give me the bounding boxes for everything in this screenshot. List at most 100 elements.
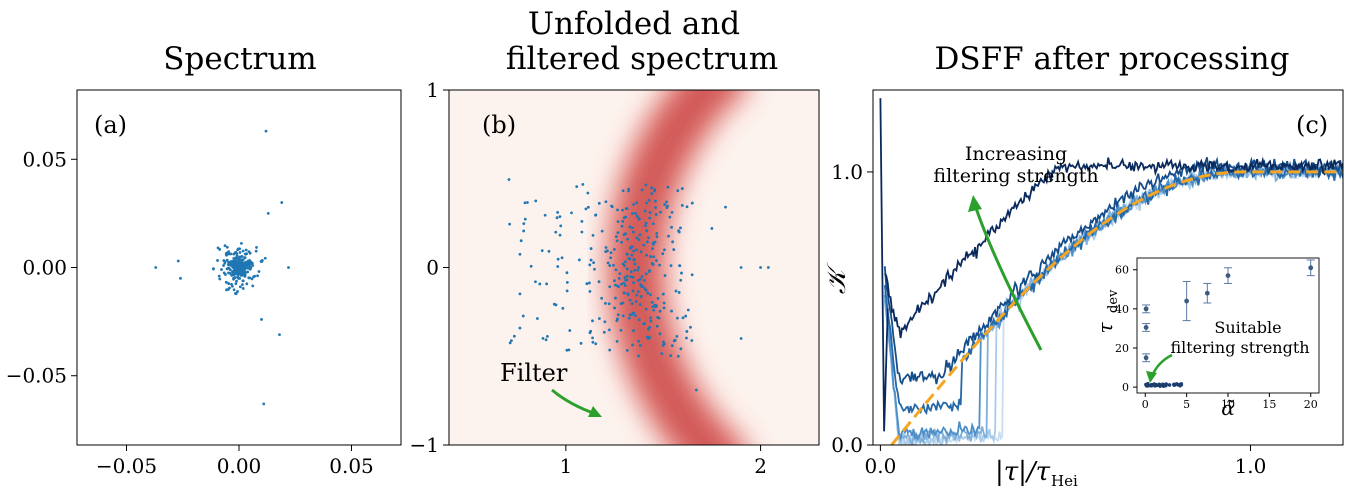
- unfolded-point: [631, 275, 635, 279]
- spectrum-point: [229, 252, 233, 256]
- dsff-series-line: [883, 163, 1343, 416]
- unfolded-point: [633, 314, 637, 318]
- unfolded-point: [585, 282, 589, 286]
- spectrum-point: [212, 267, 215, 271]
- unfolded-point: [570, 211, 573, 215]
- unfolded-point: [637, 266, 641, 269]
- unfolded-point: [586, 191, 590, 195]
- unfolded-point: [618, 272, 622, 276]
- unfolded-point: [690, 339, 694, 342]
- inset-points: [1142, 259, 1315, 388]
- spectrum-point: [232, 276, 236, 280]
- panel-c-label: (c): [1296, 111, 1328, 139]
- unfolded-point: [609, 251, 613, 255]
- panel-c-frame: [872, 89, 1344, 446]
- unfolded-point: [591, 319, 594, 323]
- unfolded-point: [654, 259, 658, 262]
- unfolded-point: [684, 314, 688, 318]
- unfolded-point: [641, 285, 645, 288]
- spectrum-point: [245, 261, 249, 265]
- unfolded-point: [565, 271, 569, 275]
- unfolded-point: [669, 264, 673, 268]
- unfolded-point: [658, 309, 662, 313]
- spectrum-point: [240, 264, 244, 268]
- unfolded-point: [677, 291, 681, 294]
- unfolded-point: [651, 222, 655, 226]
- unfolded-point: [652, 255, 656, 259]
- unfolded-point: [607, 302, 611, 306]
- inset-ytick-label: 60: [1115, 264, 1129, 277]
- filter-arrowhead-icon: [588, 406, 602, 417]
- unfolded-point: [644, 221, 648, 225]
- unfolded-point: [565, 280, 569, 284]
- unfolded-point: [620, 224, 624, 228]
- unfolded-point: [635, 214, 639, 218]
- spectrum-point: [266, 211, 270, 215]
- unfolded-point: [630, 226, 634, 230]
- unfolded-point: [591, 233, 595, 237]
- inset-point: [1143, 325, 1149, 330]
- unfolded-point: [616, 317, 619, 321]
- unfolded-point: [580, 219, 584, 223]
- spectrum-point: [218, 248, 222, 251]
- panel-a-xtick-label: 0.00: [217, 454, 262, 478]
- unfolded-point: [676, 189, 680, 193]
- spectrum-point: [245, 252, 249, 256]
- spectrum-point: [245, 282, 249, 286]
- unfolded-point: [759, 266, 762, 269]
- spectrum-point: [243, 256, 247, 260]
- spectrum-point: [240, 270, 244, 274]
- spectrum-point: [223, 261, 227, 265]
- spectrum-point: [220, 268, 223, 271]
- inset-ticks: 0 5 10 15 20 0 20 40 60: [1115, 264, 1318, 411]
- unfolded-point: [677, 229, 680, 233]
- unfolded-point: [597, 201, 601, 205]
- unfolded-point: [622, 233, 626, 237]
- unfolded-point: [565, 348, 569, 352]
- unfolded-point: [568, 329, 572, 332]
- suitable-annotation-line-1: Suitable: [1214, 318, 1281, 337]
- unfolded-point: [621, 219, 625, 223]
- spectrum-point: [262, 402, 266, 406]
- unfolded-point: [676, 354, 680, 358]
- unfolded-point: [644, 307, 648, 311]
- unfolded-point: [544, 338, 548, 342]
- unfolded-point: [579, 341, 583, 345]
- spectrum-point: [287, 266, 290, 269]
- unfolded-point: [615, 339, 619, 343]
- unfolded-point: [613, 306, 616, 310]
- unfolded-point: [616, 231, 620, 234]
- unfolded-point: [648, 211, 652, 214]
- unfolded-point: [675, 334, 679, 338]
- unfolded-point: [621, 189, 625, 193]
- unfolded-point: [543, 213, 547, 217]
- unfolded-point: [680, 204, 684, 207]
- unfolded-point: [584, 207, 588, 211]
- unfolded-point: [560, 256, 564, 260]
- unfolded-point: [638, 344, 642, 347]
- spectrum-point: [251, 264, 255, 267]
- spectrum-point: [232, 265, 236, 269]
- unfolded-point: [666, 204, 669, 208]
- spectrum-point: [237, 259, 241, 263]
- unfolded-point: [621, 262, 625, 266]
- unfolded-point: [634, 212, 637, 215]
- unfolded-point: [561, 306, 565, 310]
- increase-annotation-line-1: Increasing: [965, 143, 1067, 165]
- unfolded-point: [627, 189, 631, 193]
- spectrum-point: [256, 274, 259, 278]
- unfolded-point: [603, 320, 607, 324]
- unfolded-point: [710, 227, 714, 230]
- unfolded-point: [622, 291, 626, 295]
- unfolded-point: [567, 348, 571, 352]
- spectrum-point: [230, 273, 234, 277]
- spectrum-point: [233, 261, 237, 265]
- unfolded-point: [613, 247, 616, 251]
- reference-curve: [890, 170, 1343, 445]
- unfolded-point: [637, 354, 641, 358]
- spectrum-point: [237, 262, 241, 266]
- spectrum-point: [236, 273, 240, 277]
- unfolded-point: [591, 340, 595, 344]
- unfolded-point: [625, 267, 629, 271]
- panel-c-ytick-label: 1.0: [831, 160, 863, 184]
